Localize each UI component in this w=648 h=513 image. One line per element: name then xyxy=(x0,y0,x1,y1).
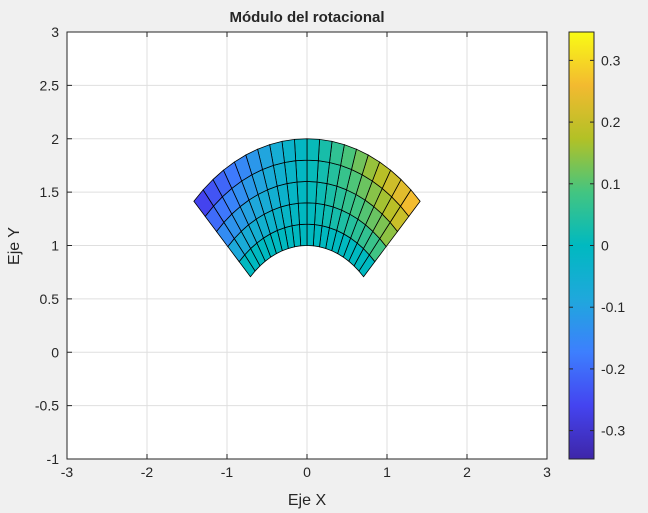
y-tick-label: 1.5 xyxy=(40,184,60,200)
y-tick-label: 0 xyxy=(51,344,59,360)
chart-title: Módulo del rotacional xyxy=(229,9,384,26)
y-tick-label: 3 xyxy=(51,24,59,40)
x-tick-label: -2 xyxy=(141,464,154,480)
x-axis-ticks: -3 -2 -1 0 1 2 3 xyxy=(61,32,551,480)
y-tick-label: 0.5 xyxy=(40,291,60,307)
colorbar-tick-label: 0.1 xyxy=(601,176,621,192)
surface-patch xyxy=(306,202,317,225)
surface-patch xyxy=(306,138,320,162)
surface-patch xyxy=(296,181,308,204)
x-tick-label: 3 xyxy=(543,464,551,480)
surface-patch xyxy=(316,160,330,185)
colorbar xyxy=(568,31,595,460)
colorbar-tick-label: -0.1 xyxy=(601,299,625,315)
y-tick-label: 2 xyxy=(51,131,59,147)
y-tick-label: -1 xyxy=(47,451,60,467)
colorbar-tick-label: 0.3 xyxy=(601,52,621,68)
surface-patch xyxy=(306,181,318,204)
y-tick-label: 2.5 xyxy=(40,77,60,93)
x-axis-label: Eje X xyxy=(288,492,327,509)
surface-patch xyxy=(306,159,319,183)
surface-patch xyxy=(306,223,315,247)
y-axis-ticks: -1 -0.5 0 0.5 1 1.5 2 2.5 3 xyxy=(35,24,547,467)
colorbar-tick-label: 0 xyxy=(601,238,609,254)
y-tick-label: -0.5 xyxy=(35,398,59,414)
surface-patch xyxy=(295,159,308,183)
colorbar-tick-label: -0.2 xyxy=(601,361,625,377)
x-tick-label: 0 xyxy=(303,464,311,480)
colorbar-ticks: -0.3 -0.2 -0.1 0 0.1 0.2 0.3 xyxy=(569,52,625,439)
surface-patch xyxy=(317,138,333,163)
surface-patch xyxy=(193,189,214,218)
colorbar-tick-label: -0.3 xyxy=(601,423,625,439)
surface-patches xyxy=(193,138,421,278)
y-tick-label: 1 xyxy=(51,238,59,254)
colorbar-tick-label: 0.2 xyxy=(601,114,621,130)
x-tick-label: -1 xyxy=(221,464,234,480)
x-tick-label: 2 xyxy=(463,464,471,480)
surface-patch xyxy=(294,138,308,162)
y-axis-label: Eje Y xyxy=(6,227,23,265)
x-tick-label: 1 xyxy=(383,464,391,480)
x-tick-label: -3 xyxy=(61,464,74,480)
